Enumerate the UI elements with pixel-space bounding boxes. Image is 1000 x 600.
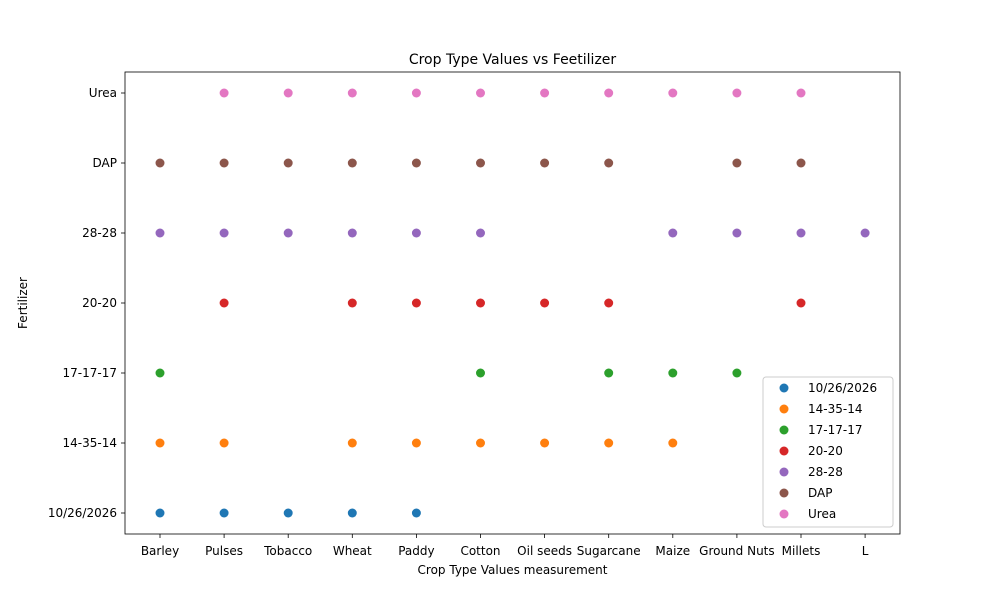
legend-marker xyxy=(779,488,789,498)
data-point xyxy=(604,158,614,168)
data-point xyxy=(540,298,550,308)
data-point xyxy=(540,438,550,448)
x-tick-label: Barley xyxy=(141,544,179,558)
legend-label: DAP xyxy=(808,486,832,500)
data-point xyxy=(796,88,806,98)
data-point xyxy=(411,438,421,448)
data-point xyxy=(476,438,485,448)
data-point xyxy=(411,88,421,98)
x-tick-label: Ground Nuts xyxy=(699,544,775,558)
y-tick-label: 20-20 xyxy=(82,296,117,310)
x-tick-label: L xyxy=(862,544,869,558)
legend-box xyxy=(762,376,894,528)
data-point xyxy=(604,438,614,448)
data-point xyxy=(219,298,229,308)
data-point xyxy=(219,438,229,448)
data-point xyxy=(155,508,165,518)
data-point xyxy=(219,228,229,238)
legend-label: Urea xyxy=(808,507,836,521)
data-point xyxy=(476,368,485,378)
legend-marker xyxy=(779,404,789,414)
data-point xyxy=(732,368,742,378)
data-point xyxy=(860,228,870,238)
legend-marker xyxy=(779,467,789,477)
x-axis: Barley Pulses Tobacco Wheat Paddy Cotton Oil s… xyxy=(141,534,869,558)
data-point xyxy=(411,508,421,518)
x-tick-label: Sugarcane xyxy=(577,544,641,558)
data-point xyxy=(476,88,485,98)
data-point xyxy=(604,88,614,98)
chart-title: Crop Type Values vs Feetilizer xyxy=(409,52,617,68)
y-axis-title: Fertilizer xyxy=(16,277,30,329)
data-point xyxy=(283,158,293,168)
data-point xyxy=(219,158,229,168)
y-tick-label: DAP xyxy=(93,156,117,170)
data-point xyxy=(732,158,742,168)
data-point xyxy=(796,158,806,168)
y-tick-label: 10/26/2026 xyxy=(48,506,117,520)
data-point xyxy=(604,368,614,378)
y-tick-label: 14-35-14 xyxy=(63,436,117,450)
legend-marker xyxy=(779,446,789,456)
x-tick-label: Wheat xyxy=(333,544,372,558)
data-point xyxy=(347,438,357,448)
y-tick-label: Urea xyxy=(89,86,117,100)
legend-marker xyxy=(779,425,789,435)
data-point xyxy=(796,298,806,308)
legend-label: 20-20 xyxy=(808,444,843,458)
plot-area xyxy=(155,88,870,518)
x-tick-label: Pulses xyxy=(205,544,243,558)
x-tick-label: Tobacco xyxy=(263,544,312,558)
data-point xyxy=(668,228,678,238)
x-tick-label: Paddy xyxy=(398,544,434,558)
legend-label: 28-28 xyxy=(808,465,843,479)
data-point xyxy=(347,88,357,98)
data-point xyxy=(347,158,357,168)
data-point xyxy=(347,508,357,518)
data-point xyxy=(476,228,485,238)
data-point xyxy=(668,88,678,98)
data-point xyxy=(155,228,165,238)
data-point xyxy=(155,158,165,168)
data-point xyxy=(732,88,742,98)
x-tick-label: Maize xyxy=(655,544,690,558)
data-point xyxy=(155,368,165,378)
y-tick-label: 28-28 xyxy=(82,226,117,240)
data-point xyxy=(283,228,293,238)
y-tick-label: 17-17-17 xyxy=(63,366,117,380)
data-point xyxy=(283,508,293,518)
data-point xyxy=(732,228,742,238)
data-point xyxy=(283,88,293,98)
data-point xyxy=(540,158,550,168)
data-point xyxy=(219,88,229,98)
data-point xyxy=(411,298,421,308)
x-tick-label: Millets xyxy=(782,544,821,558)
data-point xyxy=(219,508,229,518)
data-point xyxy=(411,158,421,168)
x-tick-label: Cotton xyxy=(460,544,500,558)
y-axis: 10/26/2026 14-35-14 17-17-17 20-20 28-28 DAP U… xyxy=(48,86,125,520)
data-point xyxy=(347,298,357,308)
data-point xyxy=(604,298,614,308)
legend-label: 14-35-14 xyxy=(808,402,862,416)
data-point xyxy=(476,158,485,168)
legend-label: 17-17-17 xyxy=(808,423,862,437)
data-point xyxy=(155,438,165,448)
legend: 10/26/2026 14-35-14 17-17-17 20-20 28-28 DAP U… xyxy=(762,376,894,528)
data-point xyxy=(540,88,550,98)
legend-marker xyxy=(779,383,789,393)
data-point xyxy=(411,228,421,238)
data-point xyxy=(476,298,485,308)
legend-label: 10/26/2026 xyxy=(808,381,877,395)
data-point xyxy=(796,228,806,238)
x-tick-label: Oil seeds xyxy=(517,544,572,558)
legend-marker xyxy=(779,509,789,519)
data-point xyxy=(668,438,678,448)
data-point xyxy=(668,368,678,378)
data-point xyxy=(347,228,357,238)
x-axis-title: Crop Type Values measurement xyxy=(418,563,608,577)
